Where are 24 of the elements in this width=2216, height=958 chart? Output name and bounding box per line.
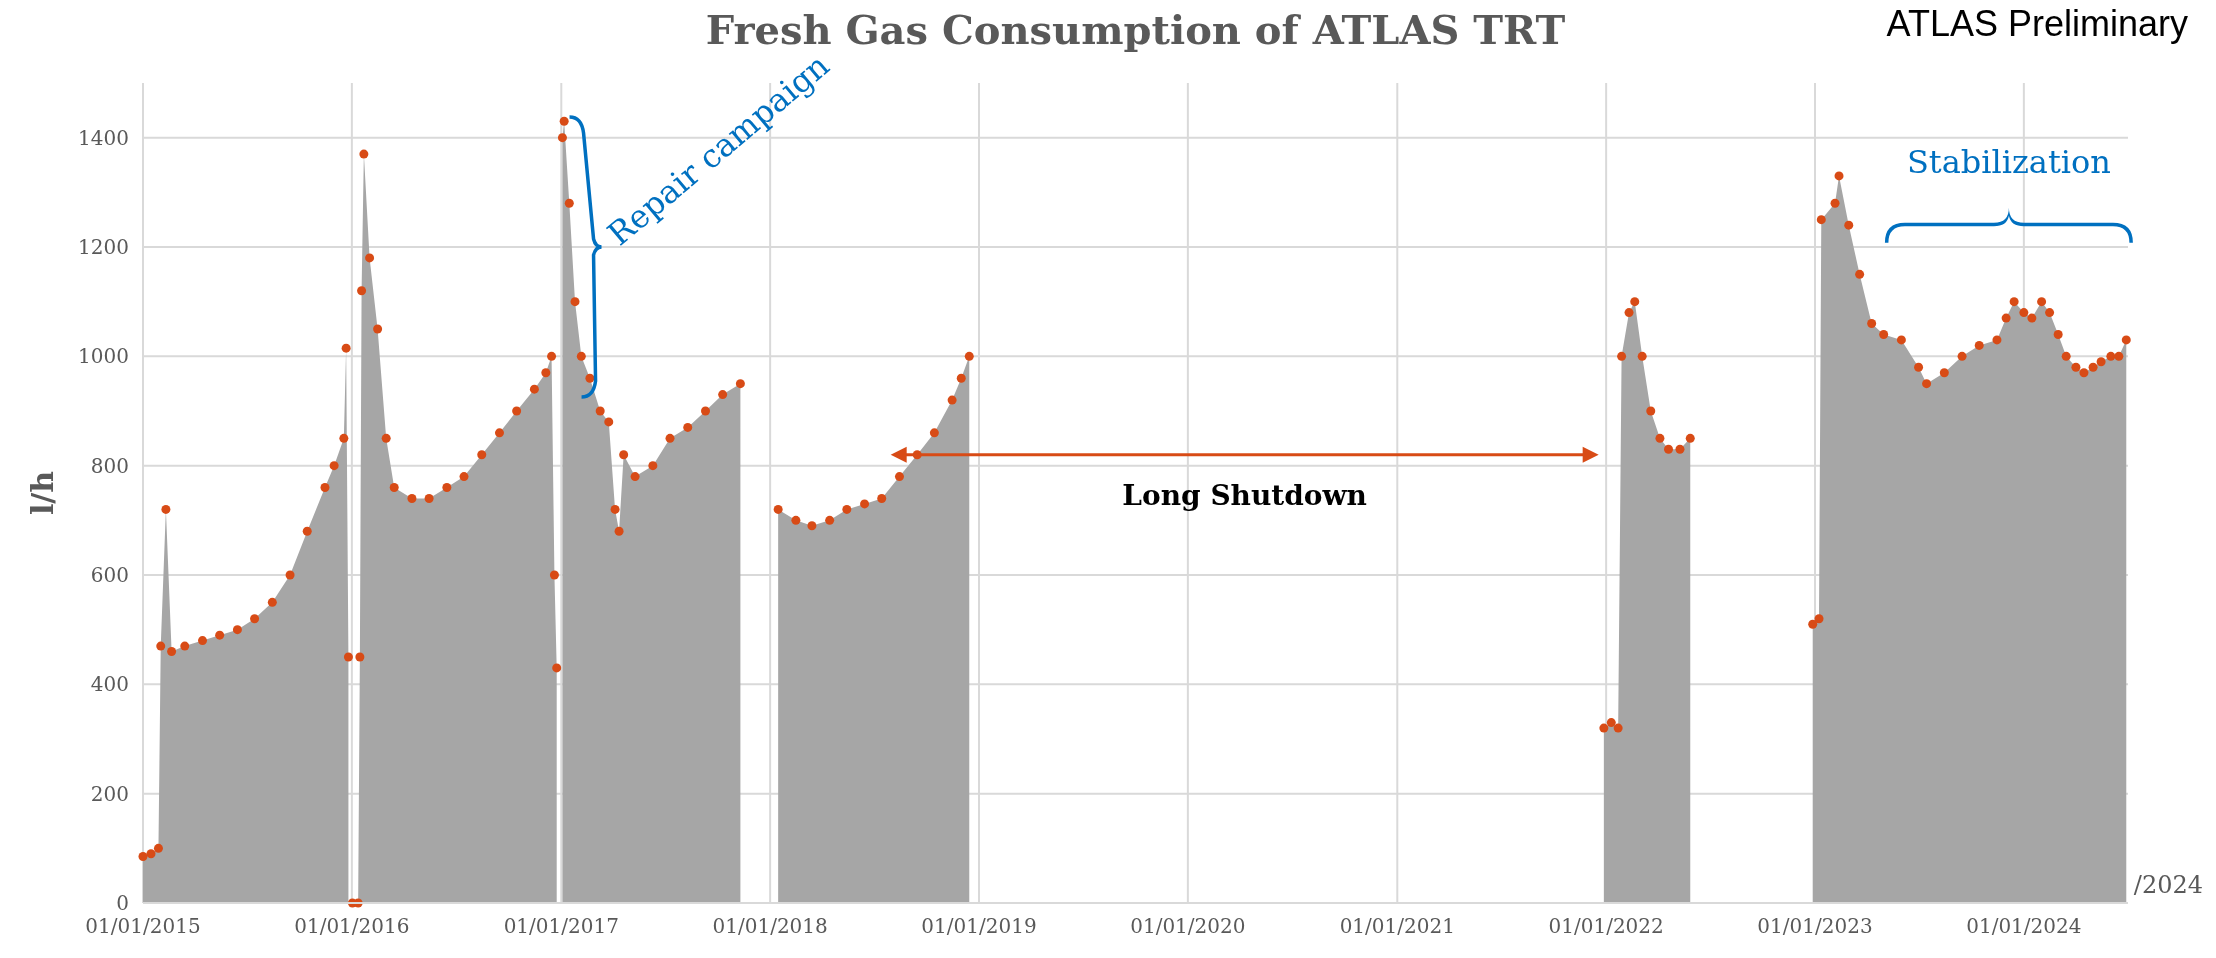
y-tick-label: 400 [90,672,129,697]
y-tick-label: 200 [90,781,129,806]
y-tick-label: 1000 [78,344,129,369]
chart-title: Fresh Gas Consumption of ATLAS TRT [705,6,1566,53]
x-tick-label: 01/01/2017 [503,914,619,938]
y-tick-label: 1400 [78,125,129,150]
text: /2024 [2133,871,2203,899]
y-tick-label: 0 [116,891,129,915]
x-tick-label: 01/01/2016 [294,914,410,938]
y-tick-label: 800 [90,453,129,478]
annotation: Stabilization [1906,142,2111,181]
annotation: Long Shutdown [1122,478,1367,512]
x-tick-label: 01/01/2018 [712,914,828,938]
x-tick-label: 01/01/2022 [1548,914,1664,938]
x-tick-label: 01/01/2015 [85,914,201,938]
x-tick-label: 01/01/2021 [1339,914,1455,938]
y-tick-label: 600 [90,563,129,587]
y-tick-label: 1200 [78,235,129,259]
x-tick-label: 01/01/2024 [1966,914,2082,938]
x-tick-label: 01/01/2020 [1130,914,1246,938]
y-axis-title: l/h [25,470,60,516]
x-tick-label: 01/01/2019 [921,914,1037,938]
x-tick-label: 01/01/2023 [1757,914,1873,938]
text: ATLAS Preliminary [1886,3,2188,44]
